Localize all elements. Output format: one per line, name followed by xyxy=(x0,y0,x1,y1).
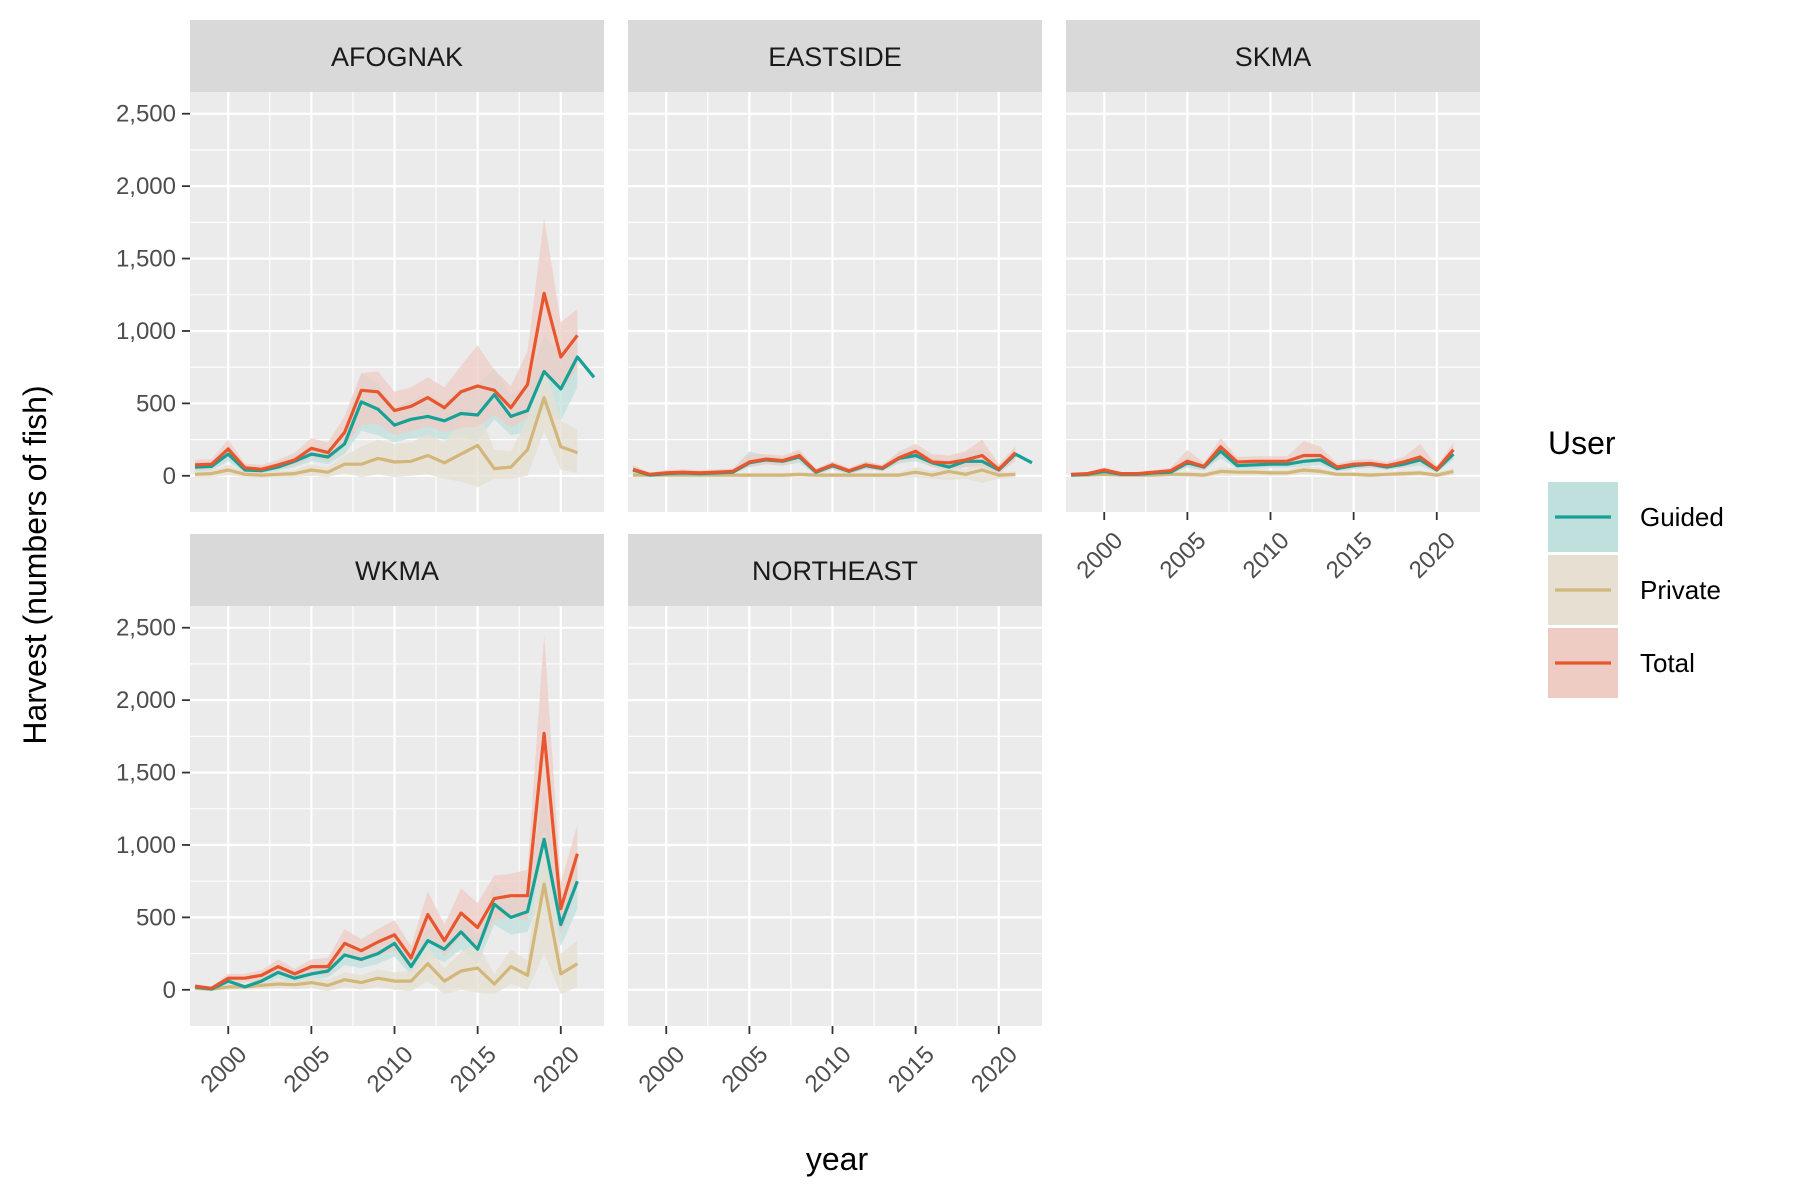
panel-background xyxy=(628,606,1042,1026)
panel-plot-area xyxy=(194,635,579,995)
panel-strip xyxy=(190,20,604,92)
line-layer xyxy=(194,291,596,477)
x-axis-title: year xyxy=(806,1141,869,1177)
panel-strip xyxy=(1066,20,1480,92)
x-tick-label: 2015 xyxy=(1321,527,1378,584)
y-tick-label: 2,500 xyxy=(116,101,176,128)
panel-northeast: NORTHEAST 2000 2005 2010 2015 2020 xyxy=(628,534,1042,1098)
x-tick-label: 2010 xyxy=(800,1041,857,1098)
panel-plot-area xyxy=(194,218,596,488)
x-tick-label: 2015 xyxy=(883,1041,940,1098)
legend: User Guided Private Total xyxy=(1548,425,1724,698)
legend-label: Guided xyxy=(1640,502,1724,532)
series-line-guided xyxy=(194,837,579,991)
y-tick-label: 500 xyxy=(136,390,176,417)
legend-item-total: Total xyxy=(1548,628,1695,698)
panel-strip xyxy=(628,20,1042,92)
x-tick-label: 2005 xyxy=(279,1041,336,1098)
ribbon-total xyxy=(633,439,1016,476)
y-tick-label: 0 xyxy=(163,463,176,490)
series-line-private xyxy=(194,396,578,477)
legend-label: Total xyxy=(1640,648,1695,678)
x-tick-label: 2005 xyxy=(1155,527,1212,584)
x-tick-label: 2010 xyxy=(362,1041,419,1098)
x-tick-label: 2000 xyxy=(1072,527,1129,584)
series-line-private xyxy=(194,882,579,991)
legend-title: User xyxy=(1548,425,1616,461)
panel-strip xyxy=(628,534,1042,606)
ribbon-total xyxy=(195,635,578,990)
x-tick-label: 2005 xyxy=(717,1041,774,1098)
series-line-total xyxy=(1070,445,1455,476)
panel-plot-area xyxy=(1070,438,1455,478)
y-tick-label: 0 xyxy=(163,977,176,1004)
ribbon-private xyxy=(195,362,578,488)
panel-afognak: AFOGNAK 0 500 1,000 1,500 2,000 2,500 xyxy=(116,20,604,512)
series-line-private xyxy=(633,468,1016,477)
legend-item-private: Private xyxy=(1548,555,1721,625)
x-tick-label: 2015 xyxy=(445,1041,502,1098)
x-tick-label: 2000 xyxy=(196,1041,253,1098)
y-tick-label: 1,000 xyxy=(116,832,176,859)
panel-strip xyxy=(190,534,604,606)
panel-eastside: EASTSIDE xyxy=(628,20,1042,512)
panel-background xyxy=(1066,92,1480,512)
series-line-total xyxy=(632,449,1017,476)
x-tick-label: 2020 xyxy=(966,1041,1023,1098)
series-line-total xyxy=(194,731,579,990)
y-tick-label: 2,000 xyxy=(116,173,176,200)
x-tick-label: 2020 xyxy=(1404,527,1461,584)
panel-wkma: WKMA 0 500 1,000 1,500 2,000 2,500 2000 2005 2010… xyxy=(116,534,604,1098)
line-layer xyxy=(632,449,1033,477)
panels-layer: AFOGNAK 0 500 1,000 1,500 2,000 2,500 EASTSIDE S… xyxy=(116,20,1480,1098)
x-tick-label: 2010 xyxy=(1238,527,1295,584)
line-layer xyxy=(194,731,579,991)
y-tick-label: 1,500 xyxy=(116,760,176,787)
y-tick-label: 2,500 xyxy=(116,615,176,642)
y-tick-label: 2,000 xyxy=(116,687,176,714)
panel-skma: SKMA 2000 2005 2010 2015 2020 xyxy=(1066,20,1480,584)
y-axis-title: Harvest (numbers of fish) xyxy=(17,385,53,744)
x-tick-label: 2000 xyxy=(634,1041,691,1098)
panel-title: SKMA xyxy=(1235,42,1312,72)
panel-title: NORTHEAST xyxy=(752,556,918,586)
legend-item-guided: Guided xyxy=(1548,482,1724,552)
series-line-total xyxy=(194,291,579,471)
y-tick-label: 1,500 xyxy=(116,246,176,273)
panel-plot-area xyxy=(632,439,1033,483)
line-layer xyxy=(1070,445,1455,477)
y-tick-label: 500 xyxy=(136,904,176,931)
x-tick-label: 2020 xyxy=(528,1041,585,1098)
y-tick-label: 1,000 xyxy=(116,318,176,345)
legend-label: Private xyxy=(1640,575,1721,605)
panel-title: WKMA xyxy=(355,556,439,586)
panel-title: AFOGNAK xyxy=(331,42,463,72)
panel-background xyxy=(628,92,1042,512)
panel-title: EASTSIDE xyxy=(768,42,902,72)
